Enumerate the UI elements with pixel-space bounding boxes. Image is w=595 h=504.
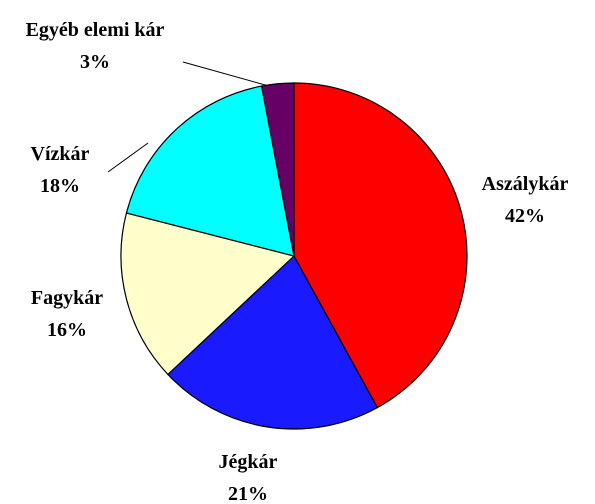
slice-label: Aszálykár 42%: [470, 168, 580, 232]
leader-line: [107, 142, 149, 173]
slice-label: Egyéb elemi kár 3%: [10, 14, 180, 78]
value-label: 21%: [228, 483, 268, 504]
slice-label: Fagykár 16%: [10, 282, 124, 346]
category-name: Vízkár: [30, 143, 90, 165]
pie-slice: [120, 212, 296, 376]
category-name: Egyéb elemi kár: [25, 19, 165, 41]
category-name: Jégkár: [218, 451, 278, 473]
slice-label: Vízkár 18%: [5, 138, 115, 202]
category-name: Aszálykár: [481, 173, 569, 195]
value-label: 3%: [80, 51, 110, 73]
value-label: 42%: [505, 205, 545, 227]
value-label: 16%: [47, 319, 87, 341]
pie-slice: [260, 82, 295, 257]
pie-slice: [125, 85, 295, 257]
pie-slice: [167, 255, 379, 430]
pie-slice: [293, 82, 468, 409]
value-label: 18%: [40, 175, 80, 197]
leader-line: [182, 61, 277, 89]
slice-label: Jégkár 21%: [190, 446, 306, 504]
category-name: Fagykár: [30, 287, 104, 309]
